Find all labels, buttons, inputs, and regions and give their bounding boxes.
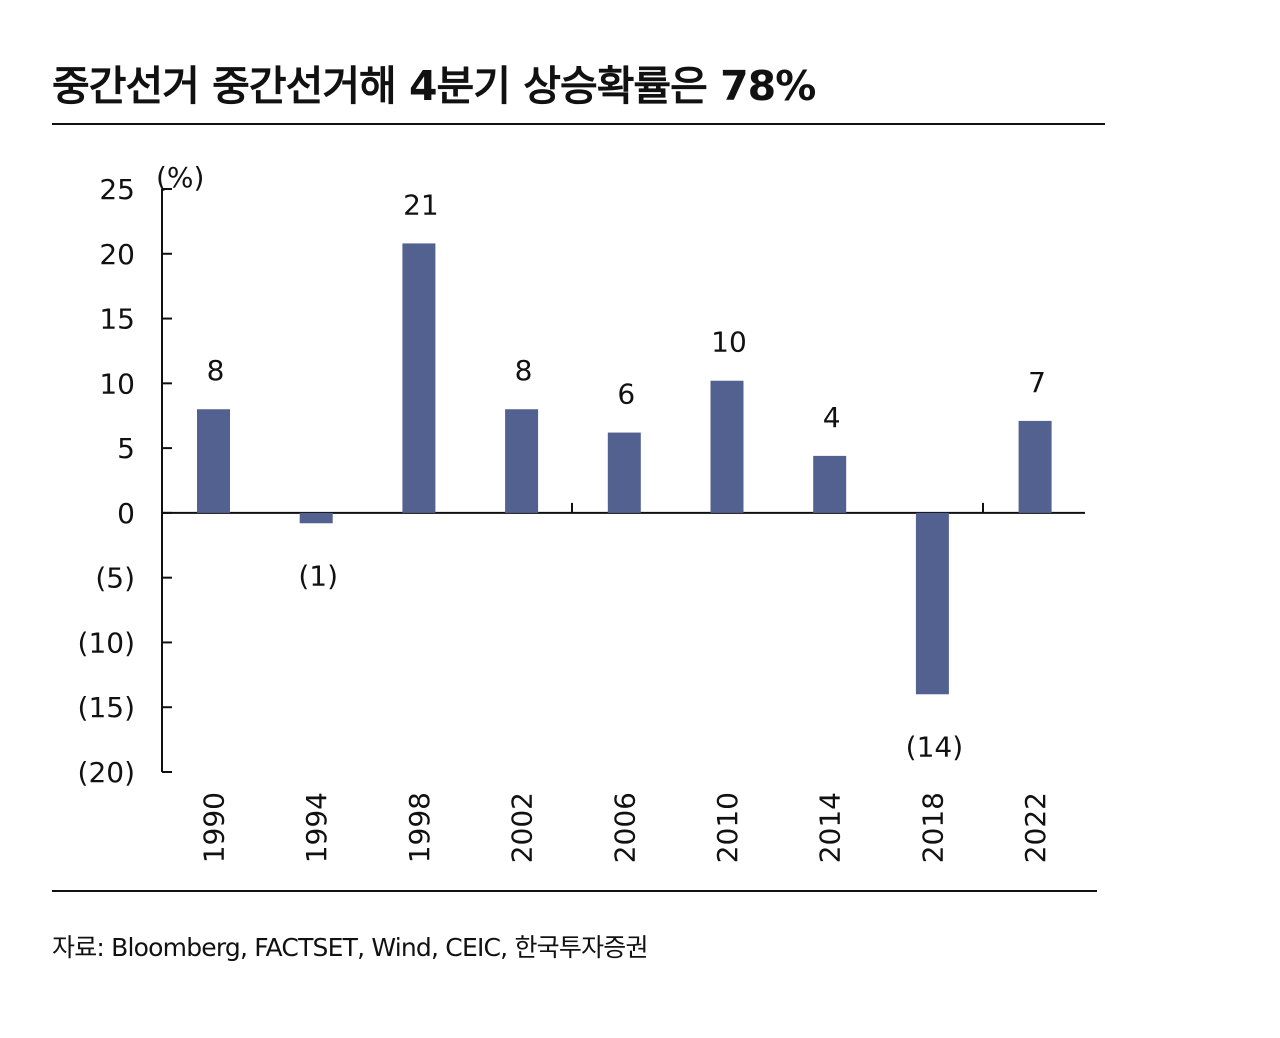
data-label-2006: 6 [617, 378, 635, 411]
data-label-1994: (1) [298, 559, 338, 592]
data-label-2010: 10 [711, 326, 747, 359]
data-label-2002: 8 [515, 354, 533, 387]
bar-2014 [813, 455, 847, 513]
x-tick-label-2022: 2022 [1019, 792, 1052, 863]
bar-chart: 25 20 15 10 5 0 (5) (10) (15) (20) (%) 8 1990 (1) 199… [78, 161, 1085, 863]
y-tick-label: 15 [99, 303, 135, 336]
data-label-1998: 21 [403, 188, 439, 221]
y-tick-label: (15) [78, 691, 135, 724]
bar-2002 [505, 409, 539, 513]
x-tick-label-2002: 2002 [506, 792, 539, 863]
x-tick-label-1990: 1990 [198, 792, 231, 863]
bar-2010 [710, 380, 744, 513]
top-rule [52, 123, 1105, 125]
bottom-rule [52, 890, 1097, 892]
bar-1994 [299, 512, 333, 524]
y-tick-label: 25 [99, 173, 135, 206]
chart-axes: 25 20 15 10 5 0 (5) (10) (15) (20) (%) [78, 161, 1085, 789]
y-tick-label: (5) [95, 562, 135, 595]
chart-title: 중간선거 중간선거해 4분기 상승확률은 78% [52, 62, 816, 110]
data-label-2022: 7 [1028, 366, 1046, 399]
source-note: 자료: Bloomberg, FACTSET, Wind, CEIC, 한국투자… [52, 933, 648, 962]
y-tick-label: 20 [99, 238, 135, 271]
x-tick-label-2018: 2018 [916, 792, 949, 863]
bar-2018 [915, 512, 949, 695]
chart-labels: 8 1990 (1) 1994 21 1998 8 2002 6 2006 10 2010 4 2014 (… [198, 188, 1053, 863]
y-unit-label: (%) [156, 161, 204, 194]
bar-1990 [197, 409, 230, 513]
x-tick-label-1994: 1994 [300, 792, 333, 863]
x-tick-label-1998: 1998 [403, 792, 436, 863]
chart-bars [197, 243, 1052, 695]
y-tick-label: 5 [117, 432, 135, 465]
x-tick-label-2006: 2006 [608, 792, 641, 863]
bar-2006 [607, 432, 641, 513]
y-tick-label: (20) [78, 756, 135, 789]
bar-2022 [1018, 420, 1052, 513]
data-label-2014: 4 [823, 401, 841, 434]
data-label-1990: 8 [207, 354, 225, 387]
y-tick-label: (10) [78, 626, 135, 659]
y-tick-label: 0 [117, 497, 135, 530]
x-tick-label-2010: 2010 [711, 792, 744, 863]
y-tick-label: 10 [99, 367, 135, 400]
x-tick-label-2014: 2014 [814, 792, 847, 863]
bar-1998 [402, 243, 436, 513]
data-label-2018: (14) [906, 730, 963, 763]
